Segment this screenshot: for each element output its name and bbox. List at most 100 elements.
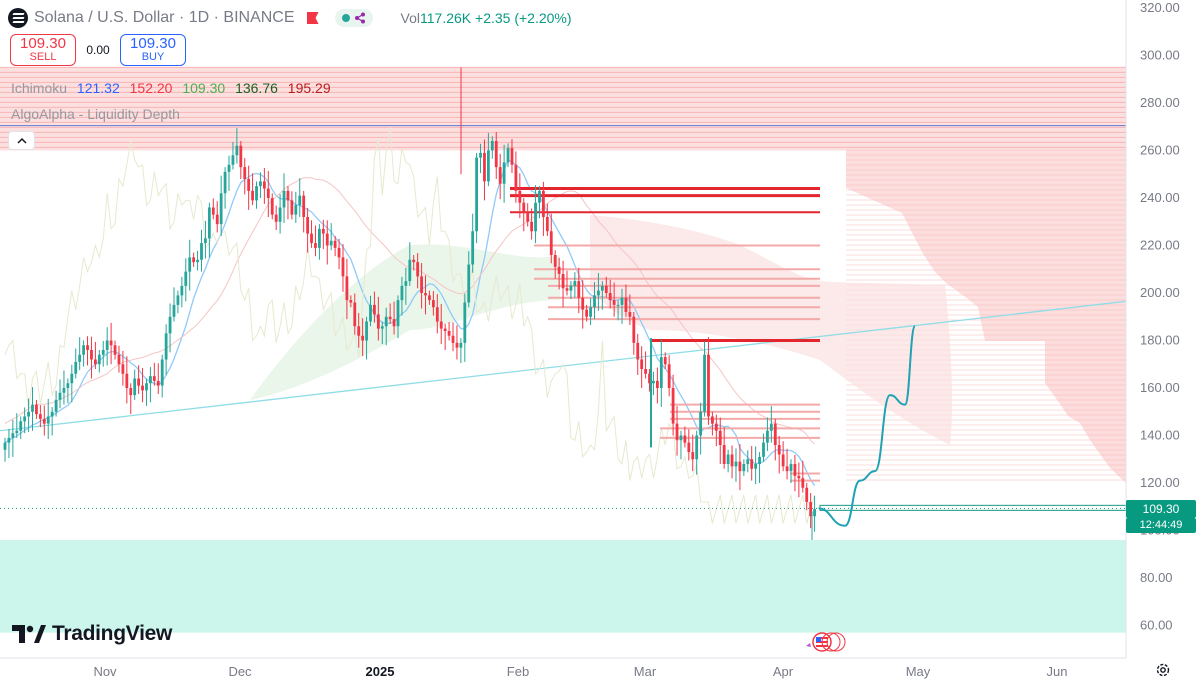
sell-button[interactable]: 109.30 SELL xyxy=(10,34,76,66)
candle-body xyxy=(695,435,699,460)
candle-body xyxy=(435,307,439,322)
candle-body xyxy=(259,181,262,187)
price-tick-label: 160.00 xyxy=(1140,380,1180,395)
status-pill[interactable] xyxy=(334,9,373,27)
collapse-legend-button[interactable] xyxy=(8,131,35,150)
volume-value: 117.26K xyxy=(420,10,472,26)
liquidity-legend[interactable]: AlgoAlpha - Liquidity Depth xyxy=(11,106,186,122)
candle-body xyxy=(384,316,388,327)
candle-body xyxy=(773,423,777,445)
candle-body xyxy=(766,430,769,443)
candle-body xyxy=(644,369,647,374)
liquidity-depth-lower xyxy=(985,341,1126,483)
ichimoku-name: Ichimoku xyxy=(11,80,68,96)
price-change: +2.35 (+2.20%) xyxy=(475,10,572,26)
candle-body xyxy=(424,293,427,296)
candle-body xyxy=(219,193,223,225)
candle-body xyxy=(711,416,714,424)
price-tick-label: 200.00 xyxy=(1140,285,1180,300)
liquidity-levels xyxy=(0,187,1127,512)
candle-body xyxy=(204,238,207,244)
symbol-title[interactable]: Solana / U.S. Dollar · 1D · BINANCE xyxy=(34,9,295,26)
buy-button[interactable]: 109.30 BUY xyxy=(120,34,186,66)
candle-body xyxy=(93,359,97,365)
candle-body xyxy=(7,437,11,443)
time-tick-label: Feb xyxy=(507,664,529,679)
candle-body xyxy=(793,464,797,476)
candle-body xyxy=(683,435,687,443)
flag-icon[interactable] xyxy=(306,12,319,24)
gear-icon[interactable] xyxy=(1155,662,1171,678)
candle-body xyxy=(164,333,168,360)
candle-body xyxy=(604,285,608,293)
candle-body xyxy=(597,290,600,296)
candle-body xyxy=(742,464,746,472)
candle-body xyxy=(769,423,773,431)
volume-label: Vol xyxy=(400,10,420,26)
cloud-red xyxy=(590,215,953,445)
candle-body xyxy=(589,307,592,317)
candle-body xyxy=(502,162,506,184)
projection-curve xyxy=(818,325,916,527)
tradingview-logo-icon xyxy=(12,625,46,643)
candle-body xyxy=(726,454,730,464)
price-tick-label: 280.00 xyxy=(1140,95,1180,110)
candle-body xyxy=(486,150,490,182)
candle-body xyxy=(105,340,109,350)
candle-body xyxy=(200,243,203,260)
candle-body xyxy=(722,445,726,464)
candle-body xyxy=(777,445,781,455)
candle-body xyxy=(117,354,121,365)
chart-header: Solana / U.S. Dollar · 1D · BINANCE Vol1… xyxy=(8,6,572,30)
candle-body xyxy=(243,167,247,179)
candle-body xyxy=(251,190,254,201)
candle-body xyxy=(455,342,459,348)
us-flag-icon[interactable] xyxy=(806,632,846,652)
candle-body xyxy=(235,145,239,156)
candle-body xyxy=(392,319,396,327)
candle-body xyxy=(345,276,349,301)
candle-body xyxy=(357,326,361,336)
tradingview-logo[interactable]: TradingView xyxy=(12,622,172,646)
candle-body xyxy=(691,452,695,460)
candle-body xyxy=(188,257,192,272)
candle-body xyxy=(333,240,337,248)
candle-body xyxy=(160,359,164,386)
time-axis: Nov Dec 2025 Feb Mar Apr May Jun xyxy=(93,664,1067,679)
candle-body xyxy=(211,207,215,215)
candle-body xyxy=(349,300,353,303)
candle-body xyxy=(42,418,46,424)
brand-name: TradingView xyxy=(52,622,173,645)
price-tick-label: 60.00 xyxy=(1140,618,1173,633)
time-tick-label: May xyxy=(906,664,931,679)
candle-body xyxy=(479,152,482,158)
candle-body xyxy=(247,179,251,191)
candle-body xyxy=(431,300,435,308)
candle-body xyxy=(266,188,270,198)
candle-body xyxy=(451,335,455,343)
ichimoku-legend[interactable]: Ichimoku 121.32 152.20 109.30 136.76 195… xyxy=(11,80,337,96)
candle-body xyxy=(545,217,549,232)
candle-body xyxy=(620,297,624,305)
candle-body xyxy=(526,212,530,222)
candle-body xyxy=(97,354,101,365)
candle-body xyxy=(408,259,412,282)
buy-label: BUY xyxy=(141,51,165,63)
candle-body xyxy=(168,316,172,334)
ichimoku-value-3: 136.76 xyxy=(235,80,278,96)
candle-body xyxy=(3,442,7,450)
candle-body xyxy=(282,190,286,208)
candle-body xyxy=(400,285,404,301)
candle-body xyxy=(149,376,152,384)
candle-body xyxy=(518,190,522,203)
ichimoku-value-0: 121.32 xyxy=(76,80,120,96)
time-tick-label: Apr xyxy=(773,664,794,679)
candle-body xyxy=(718,430,722,445)
candle-body xyxy=(294,205,298,215)
price-tick-label: 140.00 xyxy=(1140,428,1180,443)
candle-body xyxy=(581,297,585,310)
ichimoku-value-2: 109.30 xyxy=(182,80,226,96)
trend-line xyxy=(0,300,1127,432)
candle-body xyxy=(329,240,333,246)
